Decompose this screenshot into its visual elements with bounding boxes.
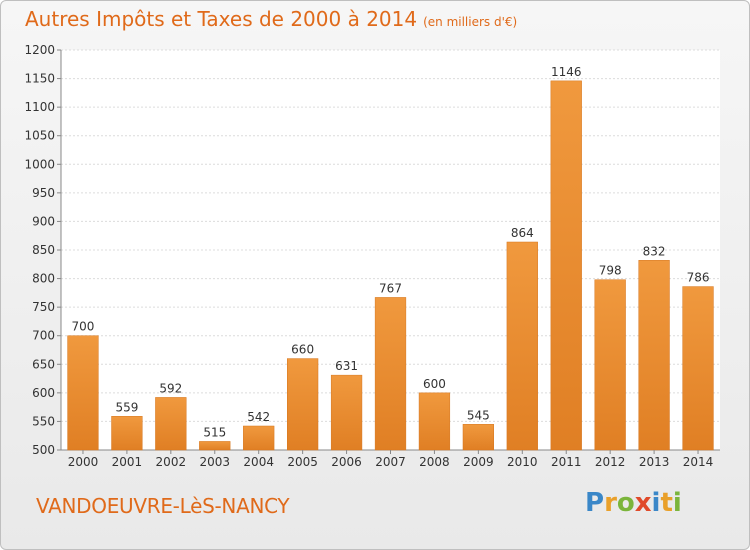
bar-value-label: 1146 [551, 65, 582, 79]
logo-letter: r [604, 488, 617, 518]
x-tick-label: 2008 [419, 455, 450, 469]
y-tick-label: 600 [32, 386, 55, 400]
chart-unit: (en milliers d'€) [423, 15, 518, 29]
bar-value-label: 545 [467, 408, 490, 422]
bar-value-label: 515 [203, 425, 226, 439]
bar [594, 279, 626, 451]
bar [155, 397, 187, 451]
bar [418, 392, 451, 451]
bar [550, 80, 582, 451]
y-tick-label: 550 [32, 414, 55, 428]
logo-letter: i [651, 488, 661, 518]
y-tick-label: 1200 [24, 43, 55, 57]
y-tick-label: 750 [32, 300, 55, 314]
bar-value-label: 631 [335, 359, 358, 373]
bar-value-label: 798 [599, 264, 622, 278]
x-tick-label: 2010 [507, 455, 538, 469]
logo-letter: x [634, 488, 652, 518]
bar [111, 416, 143, 451]
chart-title: Autres Impôts et Taxes de 2000 à 2014 (en… [25, 7, 517, 31]
y-tick-label: 850 [32, 243, 55, 257]
x-tick-label: 2009 [463, 455, 494, 469]
y-tick-label: 1050 [24, 129, 55, 143]
logo-letter: o [616, 488, 635, 518]
logo-letter: t [660, 488, 673, 518]
x-tick-label: 2001 [112, 455, 143, 469]
bar-value-label: 542 [247, 410, 270, 424]
bar-value-label: 832 [643, 244, 666, 258]
bar-value-label: 786 [687, 271, 710, 285]
y-tick-label: 1100 [24, 100, 55, 114]
bar [682, 286, 714, 451]
bar-value-label: 700 [72, 320, 95, 334]
x-tick-label: 2012 [595, 455, 626, 469]
bar-value-label: 767 [379, 281, 402, 295]
x-tick-label: 2007 [375, 455, 406, 469]
bar [374, 297, 407, 451]
x-tick-label: 2000 [68, 455, 99, 469]
x-tick-label: 2005 [287, 455, 318, 469]
bar [462, 424, 494, 451]
bar-value-label: 600 [423, 377, 446, 391]
bar [638, 260, 670, 451]
chart-title-text: Autres Impôts et Taxes de 2000 à 2014 [25, 7, 418, 31]
x-tick-label: 2002 [156, 455, 187, 469]
y-tick-label: 1000 [24, 157, 55, 171]
location-label: VANDOEUVRE-LèS-NANCY [36, 494, 290, 518]
y-tick-label: 900 [32, 214, 55, 228]
y-tick-label: 650 [32, 357, 55, 371]
y-tick-label: 800 [32, 272, 55, 286]
bar [287, 358, 319, 451]
x-tick-label: 2003 [199, 455, 230, 469]
y-tick-label: 500 [32, 443, 55, 457]
bar-value-label: 559 [115, 400, 138, 414]
y-tick-label: 700 [32, 329, 55, 343]
bar [506, 241, 538, 451]
bar [67, 335, 99, 451]
bar-value-label: 864 [511, 226, 534, 240]
y-tick-label: 1150 [24, 72, 55, 86]
proxiti-logo: Proxiti [585, 488, 682, 518]
x-tick-label: 2014 [683, 455, 714, 469]
bar [199, 441, 231, 451]
x-tick-label: 2013 [639, 455, 670, 469]
x-tick-label: 2004 [243, 455, 274, 469]
bar-value-label: 592 [159, 381, 182, 395]
bar-value-label: 660 [291, 343, 314, 357]
logo-letter: i [672, 488, 682, 518]
x-tick-label: 2006 [331, 455, 362, 469]
logo-letter: P [585, 488, 605, 518]
bar [243, 425, 275, 451]
bar [330, 374, 363, 451]
x-tick-label: 2011 [551, 455, 582, 469]
y-tick-label: 950 [32, 186, 55, 200]
